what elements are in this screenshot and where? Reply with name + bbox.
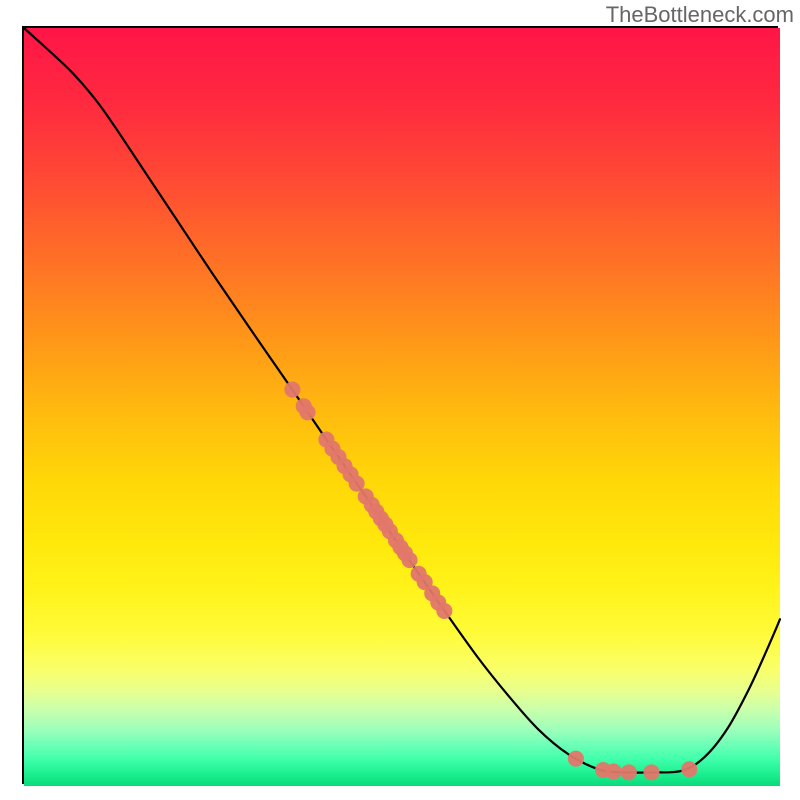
chart-container: TheBottleneck.com (0, 0, 800, 800)
data-marker (402, 552, 418, 568)
data-marker (606, 764, 622, 780)
data-marker (643, 764, 659, 780)
plot-svg (24, 28, 780, 786)
data-marker (299, 404, 315, 420)
data-marker (284, 382, 300, 398)
data-marker (436, 603, 452, 619)
data-marker (681, 761, 697, 777)
data-marker (568, 751, 584, 767)
watermark-text: TheBottleneck.com (606, 2, 794, 28)
data-marker (621, 764, 637, 780)
plot-background (24, 28, 780, 786)
